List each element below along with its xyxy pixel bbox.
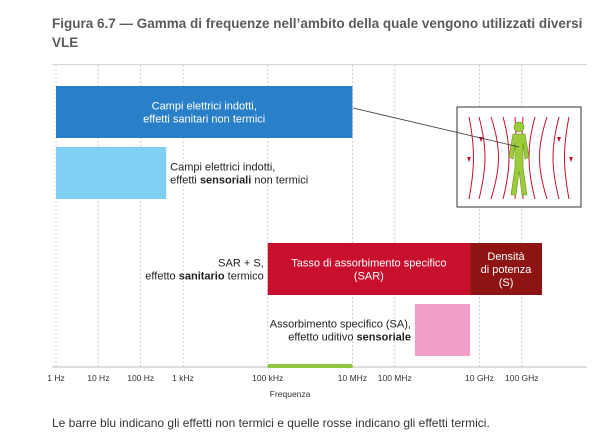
- x-tick-label: 10 Hz: [87, 373, 109, 383]
- field-arrows: [467, 137, 573, 162]
- bar-label-campi-sensoriali: Campi elettrici indotti, effetti sensoria…: [170, 162, 308, 187]
- bar-labels-group: Campi elettrici indotti, effetti sanitari…: [143, 101, 532, 344]
- figure-caption: Le barre blu indicano gli effetti non te…: [52, 416, 490, 430]
- bar-campi-sensoriali: [56, 147, 167, 199]
- x-tick-label: 1 Hz: [47, 373, 64, 383]
- human-body-icon: [508, 121, 530, 196]
- bar-densita: [470, 243, 543, 295]
- bar-sa: [414, 304, 471, 356]
- bar-label-campi-non-termici: Campi elettrici indotti, effetti sanitari…: [143, 101, 265, 126]
- bar-campi-non-termici: [56, 86, 353, 138]
- bar-label-sa: Assorbimento specifico (SA), effetto udit…: [270, 319, 411, 344]
- figure-title: Figura 6.7 — Gamma di frequenze nell’amb…: [52, 16, 583, 50]
- frequency-range-chart: Campi elettrici indotti, effetti sanitari…: [47, 65, 587, 399]
- x-tick-labels: 1 Hz 10 Hz 100 Hz 1 kHz 100 kHz 10 MHz 100 MHz…: [47, 373, 538, 383]
- body-inset: [456, 106, 582, 208]
- highlight-range-bar: [267, 364, 353, 368]
- chart-frame: Campi elettrici indotti, effetti sanitari…: [47, 64, 587, 411]
- x-tick-label: 10 GHz: [465, 373, 494, 383]
- x-tick-label: 100 Hz: [127, 373, 154, 383]
- bar-label-sar: Tasso di assorbimento specifico (SAR): [291, 258, 446, 283]
- bar-label-densita: Densità di potenza (S): [481, 251, 533, 289]
- x-tick-label: 100 GHz: [505, 373, 539, 383]
- x-tick-label: 100 kHz: [252, 373, 283, 383]
- x-tick-label: 100 MHz: [378, 373, 412, 383]
- x-tick-label: 1 kHz: [172, 373, 194, 383]
- bars-group: [56, 86, 543, 356]
- bar-sar: [267, 243, 471, 295]
- leader-line: [352, 107, 520, 148]
- row-label-sar-plus-s: SAR + S, effetto sanitario termico: [145, 258, 263, 283]
- x-tick-label: 10 MHz: [338, 373, 367, 383]
- x-axis-title: Frequenza: [270, 389, 311, 399]
